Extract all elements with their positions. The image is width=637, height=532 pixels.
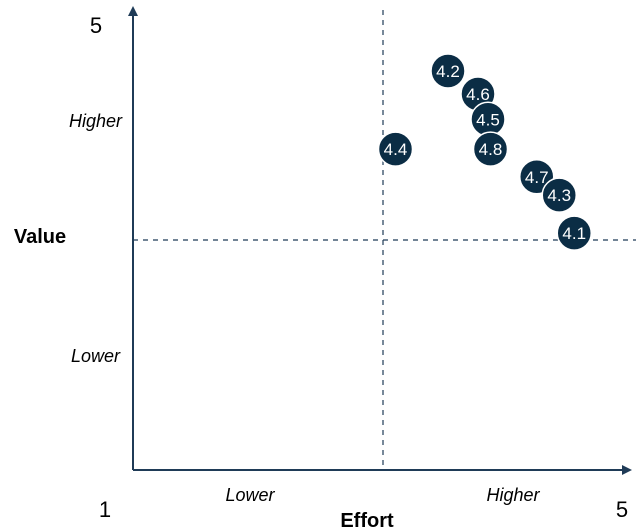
x-tick-label-higher: Higher: [486, 485, 540, 505]
data-point: 4.2: [430, 53, 466, 89]
x-axis-title: Effort: [340, 510, 394, 532]
data-point: 4.1: [556, 215, 592, 251]
x-max-label: 5: [616, 497, 628, 522]
data-point-label: 4.2: [436, 62, 460, 81]
data-point-label: 4.3: [547, 186, 571, 205]
y-tick-label-higher: Higher: [69, 111, 123, 131]
x-tick-label-lower: Lower: [225, 485, 275, 505]
data-point: 4.4: [377, 131, 414, 167]
data-point: 4.8: [472, 131, 509, 167]
data-points: 4.2 4.6 4.5 4.4 4.8 4.74.3 4.1: [377, 53, 592, 251]
x-min-label: 1: [99, 497, 111, 522]
data-point-label: 4.6: [466, 85, 490, 104]
data-point-marker: [541, 177, 577, 213]
data-point-label: 4.4: [384, 140, 408, 159]
y-tick-label-lower: Lower: [71, 346, 121, 366]
data-point: 4.5: [470, 101, 506, 137]
y-max-label: 5: [90, 13, 102, 38]
data-point-label: 4.8: [479, 140, 503, 159]
data-point-marker: [556, 215, 592, 251]
data-point: 4.3: [541, 177, 577, 213]
data-point-label: 4.5: [476, 110, 500, 129]
data-point-label: 4.1: [562, 224, 586, 243]
data-point-marker: [377, 131, 414, 167]
y-axis-title: Value: [14, 226, 66, 248]
data-point-marker: [472, 131, 509, 167]
data-point-label: 4.7: [525, 168, 549, 187]
data-point-marker: [430, 53, 466, 89]
